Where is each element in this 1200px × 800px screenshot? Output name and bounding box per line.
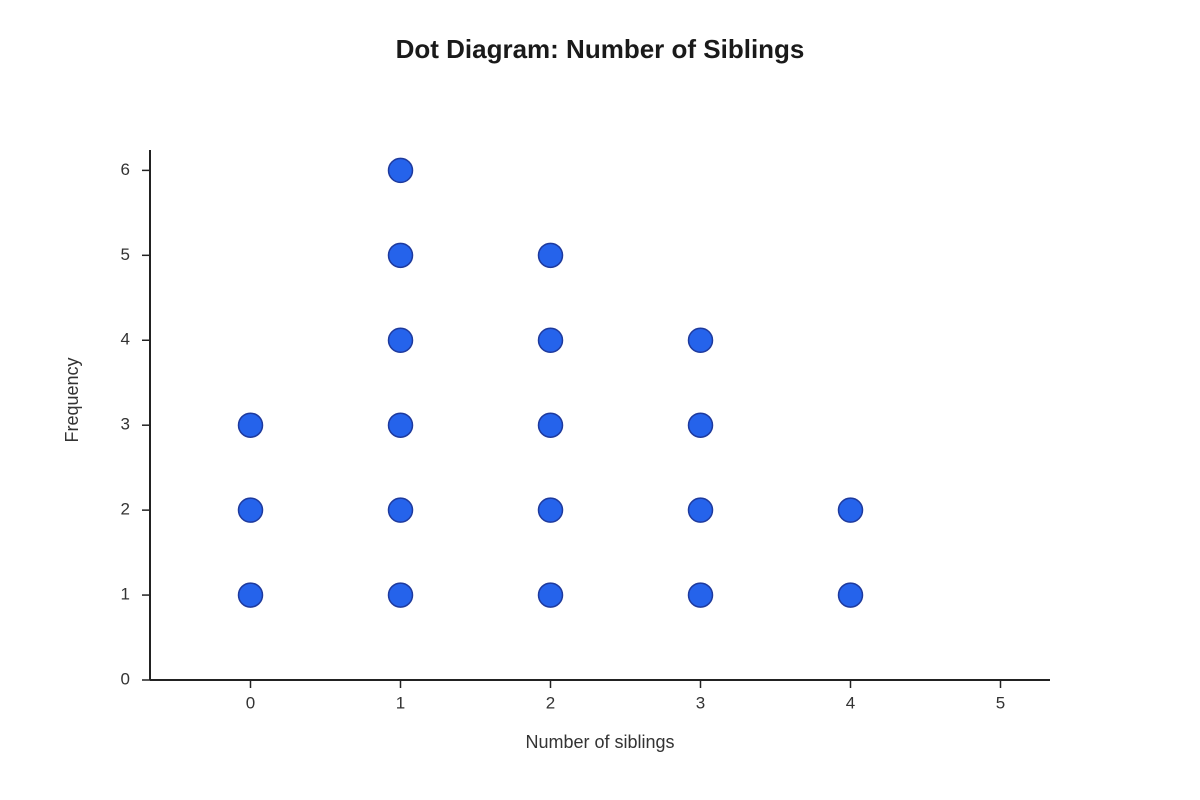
y-tick-label: 6 [121,160,130,179]
dot [237,412,264,438]
y-tick-label: 1 [121,585,130,604]
dot [687,412,714,438]
dot [537,497,564,523]
x-tick-label: 1 [396,693,405,712]
x-tick-label: 4 [846,693,855,712]
dot [687,497,714,523]
dot [387,412,414,438]
x-tick-label: 2 [546,693,555,712]
y-tick-label: 3 [121,415,130,434]
dot [537,242,564,269]
x-tick-label: 0 [246,693,255,712]
dot [837,582,864,608]
dot [687,582,714,608]
dot [837,497,864,523]
x-tick-label: 5 [996,693,1005,712]
y-tick-label: 0 [121,669,130,688]
dot [537,582,564,608]
dot [537,327,564,354]
dot [387,497,414,523]
dot [537,412,564,438]
x-tick-label: 3 [696,693,705,712]
dot [387,327,414,354]
dot [387,582,414,608]
dot [387,242,414,269]
dot [387,157,414,184]
dot [237,497,264,523]
y-axis-label: Frequency [62,357,82,442]
dot [237,582,264,608]
y-tick-label: 2 [121,500,130,519]
chart-title: Dot Diagram: Number of Siblings [396,34,805,64]
y-tick-label: 5 [121,245,130,264]
y-tick-label: 4 [121,330,130,349]
dot [687,327,714,354]
x-axis-label: Number of siblings [525,732,674,752]
